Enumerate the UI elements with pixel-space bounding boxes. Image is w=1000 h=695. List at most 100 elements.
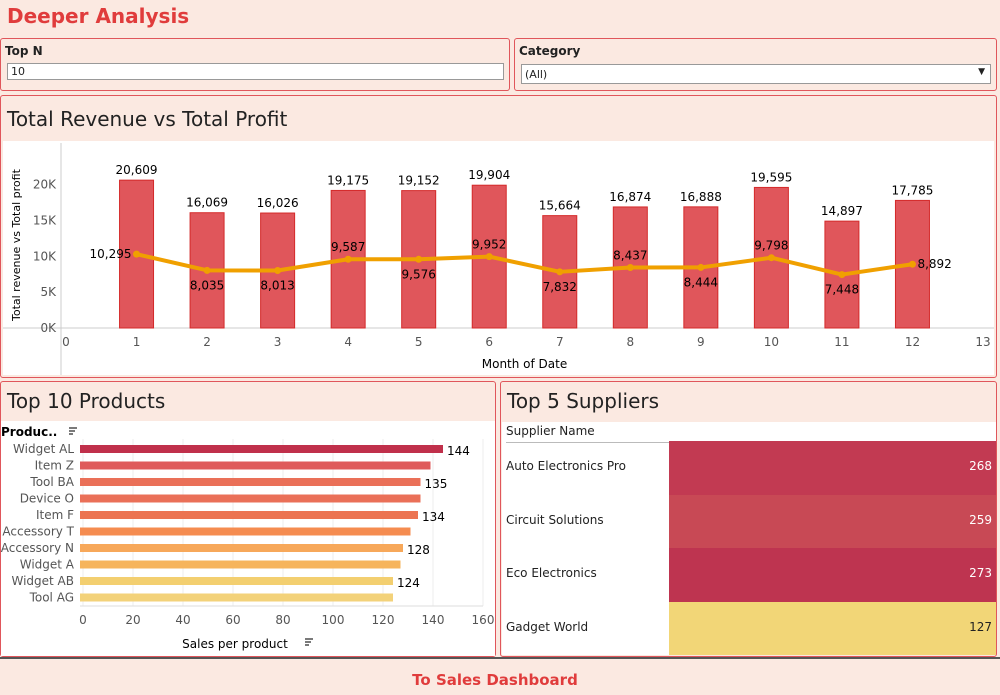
supplier-name: Eco Electronics [506,566,597,580]
supplier-value: 273 [969,566,992,580]
product-value-label: 135 [425,477,448,491]
revenue-label: 16,874 [609,190,651,204]
product-bar [80,494,421,503]
suppliers-table: Supplier Name Auto Electronics Pro 268 Ci… [502,422,996,655]
profit-point [908,260,916,268]
supplier-name: Gadget World [506,619,589,634]
y-tick-label: 5K [40,285,57,299]
x-tick-label: 1 [133,335,141,349]
category-select[interactable]: (All) ▼ [521,64,991,84]
profit-point [626,263,634,271]
profit-point [274,267,282,275]
product-bar [80,560,401,569]
revenue-label: 19,904 [468,168,510,182]
category-label: Category [519,44,581,58]
profit-label: 8,444 [684,275,718,289]
product-bar [80,527,411,536]
profit-point [203,266,211,274]
profit-label: 8,437 [613,248,647,262]
y-axis-header: Produc.. [1,425,57,439]
product-bar [80,511,418,519]
product-label: Item F [36,508,74,522]
supplier-name: Auto Electronics Pro [506,459,626,473]
product-value-label: 144 [447,444,470,458]
x-tick-label: 12 [905,335,920,349]
revenue-label: 16,026 [257,196,299,210]
x-tick-label: 120 [372,613,395,627]
to-sales-dashboard-label: To Sales Dashboard [412,671,578,689]
profit-point [344,255,352,263]
x-tick-label: 40 [175,613,190,627]
supplier-value: 127 [969,619,992,634]
product-bar [80,544,403,552]
product-label: Accessory T [2,525,74,539]
sort-icon[interactable] [305,638,313,646]
supplier-cell: 259 [669,494,996,548]
x-tick-label: 7 [556,335,564,349]
product-label: Tool BA [29,475,74,489]
product-label: Widget A [20,558,75,572]
product-value-label: 128 [407,543,430,557]
to-sales-dashboard-button[interactable]: To Sales Dashboard [0,657,1000,695]
supplier-value: 259 [969,512,992,527]
product-label: Accessory N [1,541,74,555]
product-bar [80,593,393,602]
y-tick-label: 10K [33,249,57,263]
x-tick-label: 80 [275,613,290,627]
chart-title: Total Revenue vs Total Profit [7,107,288,131]
x-tick-label: 100 [322,613,345,627]
x-tick-label: 5 [415,335,423,349]
revenue-label: 14,897 [821,204,863,218]
x-tick-label: 0 [79,613,87,627]
supplier-row: Auto Electronics Pro 268 [502,441,996,495]
supplier-cell: 273 [669,548,996,602]
supplier-value: 268 [969,459,992,473]
x-tick-label: 3 [274,335,282,349]
x-tick-label: 160 [472,613,495,627]
product-label: Device O [20,492,74,506]
profit-point [767,254,775,262]
profit-label: 9,576 [402,267,436,281]
product-value-label: 134 [422,510,445,524]
x-tick-label: 60 [225,613,240,627]
revenue-label: 19,152 [398,174,440,188]
top-n-input[interactable]: 10 [7,63,504,80]
profit-point [485,253,493,261]
profit-label: 8,013 [260,279,294,293]
profit-point [838,271,846,279]
product-label: Widget AL [13,442,74,456]
product-label: Item Z [35,459,74,473]
revenue-label: 16,888 [680,190,722,204]
top-n-filter: Top N 10 [0,38,510,91]
x-axis-title: Sales per product [182,637,288,651]
y-tick-label: 0K [40,321,57,335]
x-tick-label: 140 [422,613,445,627]
product-bar [80,478,421,486]
product-label: Widget AB [11,574,74,588]
x-tick-label: 20 [125,613,140,627]
supplier-cell: 268 [669,441,996,495]
profit-label: 7,832 [543,280,577,294]
suppliers-title: Top 5 Suppliers [507,389,660,413]
product-label: Tool AG [29,591,74,605]
y-tick-label: 15K [33,213,57,227]
supplier-cell: 127 [669,601,996,655]
x-tick-label: 6 [485,335,493,349]
x-axis-title: Month of Date [482,357,568,371]
profit-label: 9,798 [754,239,788,253]
revenue-label: 17,785 [891,183,933,197]
profit-line [136,252,913,277]
x-tick-label: 8 [626,335,634,349]
dropdown-arrow-icon[interactable]: ▼ [978,67,985,77]
supplier-name: Circuit Solutions [506,512,604,527]
product-value-label: 124 [397,576,420,590]
top-products-chart: 0 20 40 60 80 100 120 140 160 Produc.. Sales per p… [1,421,495,656]
profit-point [556,268,564,276]
profit-point [133,250,141,258]
category-value: (All) [525,68,548,81]
product-bar [80,445,443,453]
sort-icon[interactable] [69,427,77,435]
profit-point [415,255,423,263]
x-tick-label: 0 [62,335,70,349]
